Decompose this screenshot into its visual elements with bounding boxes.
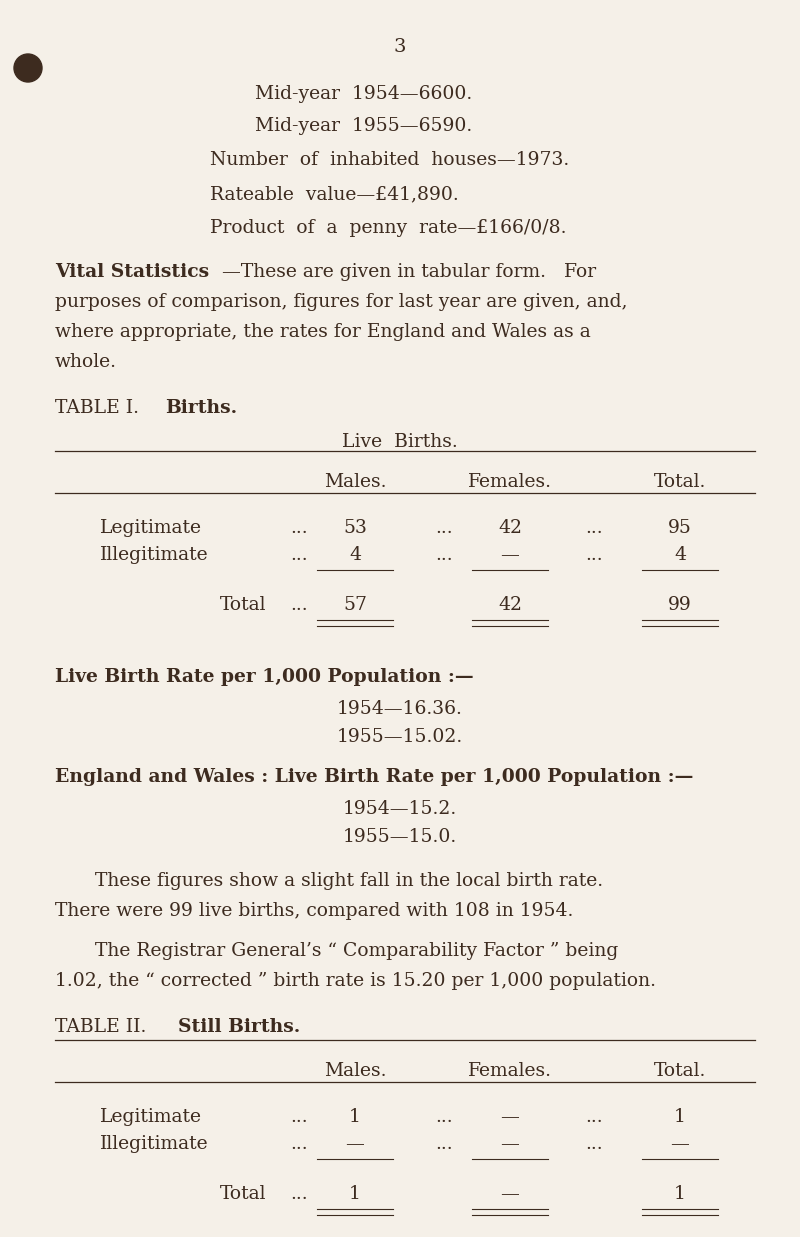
- Text: Total.: Total.: [654, 1063, 706, 1080]
- Text: TABLE I.: TABLE I.: [55, 400, 139, 417]
- Text: purposes of comparison, figures for last year are given, and,: purposes of comparison, figures for last…: [55, 293, 627, 310]
- Text: ...: ...: [290, 520, 308, 537]
- Text: Legitimate: Legitimate: [100, 520, 202, 537]
- Text: whole.: whole.: [55, 353, 117, 371]
- Text: Illegitimate: Illegitimate: [100, 1136, 209, 1153]
- Text: —: —: [501, 1108, 519, 1126]
- Text: 1954—15.2.: 1954—15.2.: [343, 800, 457, 818]
- Text: Product  of  a  penny  rate—£166/0/8.: Product of a penny rate—£166/0/8.: [210, 219, 566, 238]
- Text: ...: ...: [290, 1185, 308, 1204]
- Text: Rateable  value—£41,890.: Rateable value—£41,890.: [210, 186, 458, 203]
- Text: 3: 3: [394, 38, 406, 56]
- Text: Live Birth Rate per 1,000 Population :—: Live Birth Rate per 1,000 Population :—: [55, 668, 474, 687]
- Text: Births.: Births.: [165, 400, 237, 417]
- Text: These figures show a slight fall in the local birth rate.: These figures show a slight fall in the …: [95, 872, 603, 889]
- Text: There were 99 live births, compared with 108 in 1954.: There were 99 live births, compared with…: [55, 902, 574, 920]
- Text: 1955—15.0.: 1955—15.0.: [343, 828, 457, 846]
- Text: Live  Births.: Live Births.: [342, 433, 458, 452]
- Text: TABLE II.: TABLE II.: [55, 1018, 146, 1037]
- Text: —: —: [670, 1136, 690, 1153]
- Text: 4: 4: [349, 546, 361, 564]
- Text: ...: ...: [290, 1136, 308, 1153]
- Text: 42: 42: [498, 596, 522, 614]
- Text: Illegitimate: Illegitimate: [100, 546, 209, 564]
- Text: Legitimate: Legitimate: [100, 1108, 202, 1126]
- Text: Total.: Total.: [654, 473, 706, 491]
- Text: Still Births.: Still Births.: [178, 1018, 300, 1037]
- Text: Females.: Females.: [468, 1063, 552, 1080]
- Text: Mid-year  1955—6590.: Mid-year 1955—6590.: [255, 118, 472, 135]
- Text: ...: ...: [435, 520, 453, 537]
- Text: The Registrar General’s “ Comparability Factor ” being: The Registrar General’s “ Comparability …: [95, 943, 618, 960]
- Text: Total: Total: [220, 1185, 266, 1204]
- Text: Total: Total: [220, 596, 266, 614]
- Text: 1.02, the “ corrected ” birth rate is 15.20 per 1,000 population.: 1.02, the “ corrected ” birth rate is 15…: [55, 972, 656, 990]
- Text: 1: 1: [674, 1185, 686, 1204]
- Text: Males.: Males.: [324, 1063, 386, 1080]
- Text: Females.: Females.: [468, 473, 552, 491]
- Text: Males.: Males.: [324, 473, 386, 491]
- Text: 1: 1: [674, 1108, 686, 1126]
- Text: ...: ...: [585, 1108, 602, 1126]
- Text: 1: 1: [349, 1185, 361, 1204]
- Text: 42: 42: [498, 520, 522, 537]
- Text: —: —: [501, 1185, 519, 1204]
- Text: 53: 53: [343, 520, 367, 537]
- Text: 1: 1: [349, 1108, 361, 1126]
- Text: England and Wales : Live Birth Rate per 1,000 Population :—: England and Wales : Live Birth Rate per …: [55, 768, 694, 785]
- Text: 4: 4: [674, 546, 686, 564]
- Circle shape: [14, 54, 42, 82]
- Text: ...: ...: [290, 1108, 308, 1126]
- Text: ...: ...: [585, 520, 602, 537]
- Text: ...: ...: [435, 546, 453, 564]
- Text: Mid-year  1954—6600.: Mid-year 1954—6600.: [255, 85, 472, 103]
- Text: —: —: [346, 1136, 365, 1153]
- Text: Number  of  inhabited  houses—1973.: Number of inhabited houses—1973.: [210, 151, 570, 169]
- Text: 1954—16.36.: 1954—16.36.: [337, 700, 463, 717]
- Text: 95: 95: [668, 520, 692, 537]
- Text: ...: ...: [585, 1136, 602, 1153]
- Text: ...: ...: [585, 546, 602, 564]
- Text: —These are given in tabular form.   For: —These are given in tabular form. For: [222, 263, 596, 281]
- Text: 99: 99: [668, 596, 692, 614]
- Text: ...: ...: [435, 1136, 453, 1153]
- Text: —: —: [501, 546, 519, 564]
- Text: Vital Statistics: Vital Statistics: [55, 263, 209, 281]
- Text: ...: ...: [290, 596, 308, 614]
- Text: 57: 57: [343, 596, 367, 614]
- Text: ...: ...: [435, 1108, 453, 1126]
- Text: where appropriate, the rates for England and Wales as a: where appropriate, the rates for England…: [55, 323, 590, 341]
- Text: 1955—15.02.: 1955—15.02.: [337, 729, 463, 746]
- Text: ...: ...: [290, 546, 308, 564]
- Text: —: —: [501, 1136, 519, 1153]
